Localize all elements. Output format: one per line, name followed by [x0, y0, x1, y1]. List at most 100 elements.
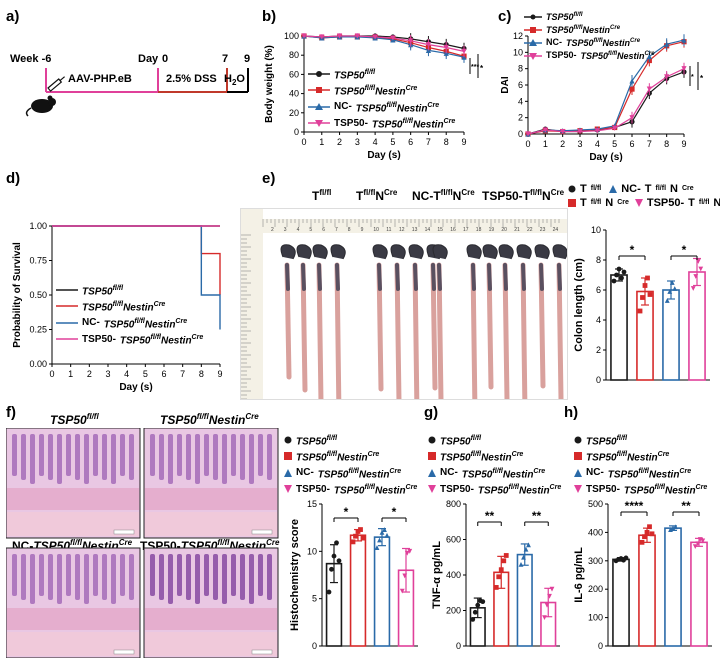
ruler-number: 22: [527, 227, 533, 233]
panel-label-a: a): [6, 8, 20, 25]
histology-crypt: [267, 554, 272, 600]
y-tick-label: 100: [284, 31, 299, 41]
histology-crypt: [150, 434, 155, 476]
histology-crypt: [21, 554, 26, 600]
legend-b: TSP50fl/fl TSP50fl/flNestinCre NC- TSP50f…: [308, 66, 455, 131]
y-tick-label: 80: [289, 50, 299, 60]
ruler-number: 11: [386, 227, 391, 233]
ruler-number: 18: [476, 227, 482, 233]
histology-crypt: [66, 554, 71, 596]
data-point: [594, 128, 600, 134]
histology-images: [6, 428, 279, 658]
ruler-number: 23: [540, 227, 546, 233]
timeline-diagram: Week -6 Day 0 7 9 AAV-PHP.eB 2.5% DSS H2…: [10, 53, 250, 117]
histology-crypt: [240, 434, 245, 480]
data-point: [700, 538, 706, 544]
day-label: Day: [138, 53, 159, 65]
histochemistry-chart: 0 5 10 15 Histochemistry score * *: [289, 499, 418, 651]
x-tick-label: 0: [301, 137, 306, 147]
histology-crypt: [249, 434, 254, 484]
histology-crypt: [213, 434, 218, 480]
y-tick-label: 500: [588, 499, 603, 509]
data-point: [623, 555, 629, 561]
histology-crypt: [57, 554, 62, 604]
histology-crypt: [21, 434, 26, 480]
histology-submucosa: [145, 608, 277, 630]
data-point: [334, 540, 339, 546]
histology-crypt: [120, 554, 125, 596]
y-tick-label: 15: [307, 499, 317, 509]
x-tick-label: 3: [577, 139, 582, 149]
data-point: [329, 566, 334, 572]
ruler-number: 6: [322, 227, 325, 233]
data-point: [461, 54, 467, 60]
legend-item: TSP50fl/flNestinCre: [284, 448, 417, 464]
ruler-number: 10: [373, 227, 379, 233]
data-point: [646, 53, 652, 60]
data-point: [331, 553, 337, 559]
data-point: [664, 41, 670, 47]
aav-label: AAV-PHP.eB: [68, 73, 132, 85]
x-axis-label: Day (s): [589, 152, 622, 162]
data-point: [501, 558, 507, 564]
significance-label: *: [691, 74, 694, 81]
colon-specimen-dark: [539, 263, 544, 291]
histology-crypt: [30, 434, 35, 484]
survival-chart: 0.00 0.25 0.50 0.75 1.00 0 1 2 3 4 5 6 7 8 9 Day (s) Pro…: [12, 221, 223, 393]
data-point: [425, 47, 432, 53]
day9-label: 9: [244, 53, 250, 65]
x-tick-label: 9: [461, 137, 466, 147]
data-point: [647, 292, 653, 297]
colon-specimen-head: [390, 244, 406, 260]
y-tick-label: 0.00: [29, 359, 47, 369]
colon-specimen-head: [408, 244, 424, 260]
x-tick-label: 3: [105, 369, 110, 379]
ruler-number: 2: [271, 227, 274, 233]
histology-crypt: [84, 434, 89, 484]
data-point: [640, 295, 645, 300]
syringe-icon: [47, 76, 65, 92]
scale-bar: [251, 649, 273, 655]
data-point: [498, 567, 504, 573]
data-point: [698, 266, 704, 272]
histology-crypt: [240, 554, 245, 600]
group-label-2: Tfl/flNCre: [356, 188, 398, 203]
colon-specimen-dark: [471, 263, 476, 291]
histology-crypt: [93, 434, 98, 476]
ruler-number: 24: [553, 227, 559, 233]
y-tick-label: 5: [312, 594, 317, 604]
data-point: [355, 529, 361, 534]
legend-item: NC- TSP50fl/flNestinCre: [308, 99, 455, 115]
data-point: [690, 286, 696, 291]
y-tick-label: 10: [307, 546, 317, 556]
x-tick-label: 1: [319, 137, 324, 147]
data-point: [681, 66, 687, 72]
histology-crypt: [48, 554, 53, 600]
data-point: [542, 127, 548, 133]
data-point: [404, 550, 410, 556]
data-point: [480, 599, 486, 605]
y-tick-label: 8: [596, 255, 601, 265]
colon-specimen-head: [330, 244, 346, 260]
data-point: [629, 86, 635, 92]
ruler-number: 9: [361, 227, 364, 233]
ruler-number: 7: [335, 227, 338, 233]
data-point: [645, 275, 650, 281]
x-tick-label: 5: [390, 137, 395, 147]
histology-crypt: [39, 554, 44, 596]
x-tick-label: 2: [87, 369, 92, 379]
histology-crypt: [48, 434, 53, 480]
histology-crypt: [12, 554, 17, 596]
bar: [664, 527, 682, 647]
data-point: [374, 545, 380, 550]
x-tick-label: 3: [355, 137, 360, 147]
bar: [612, 558, 630, 647]
significance-label: **: [485, 509, 495, 523]
x-tick-label: 6: [161, 369, 166, 379]
y-tick-label: 300: [588, 556, 603, 566]
colon-specimen-dark: [413, 263, 418, 291]
panel-label-b: b): [262, 8, 277, 25]
y-tick-label: 4: [518, 96, 523, 106]
